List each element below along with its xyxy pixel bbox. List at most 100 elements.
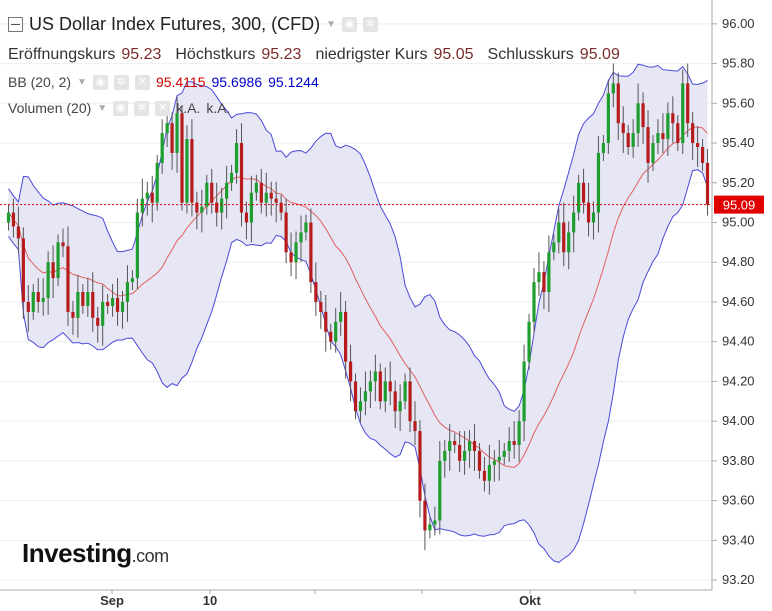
candle-body [477, 450, 482, 471]
y-tick-label: 95.00 [722, 214, 755, 229]
candle-body [522, 361, 526, 422]
collapse-icon[interactable] [8, 17, 23, 32]
bb-label: BB (20, 2) [8, 74, 72, 90]
candle-body [220, 198, 224, 213]
close-label: Schlusskurs [487, 46, 574, 63]
volume-legend: Volumen (20) ▼ ◉ ✲ ✕ k.A. k.A. [8, 100, 230, 116]
y-tick-label: 93.80 [722, 453, 755, 468]
x-tick-label: Sep [100, 593, 124, 608]
y-tick-label: 93.60 [722, 493, 755, 508]
y-tick-label: 93.20 [722, 572, 755, 587]
candle-body [6, 212, 11, 223]
candle-body [234, 143, 239, 173]
eye-icon[interactable]: ◉ [113, 100, 129, 116]
bollinger-band-fill [8, 64, 708, 563]
y-tick-label: 93.40 [722, 532, 755, 547]
candle-body [16, 226, 20, 239]
candle-body [562, 222, 566, 253]
candle-body [180, 113, 184, 203]
candle-body [497, 456, 501, 461]
candle-body [646, 127, 650, 163]
candle-body [428, 524, 432, 531]
candle-body [398, 401, 402, 412]
ohlc-legend: Eröffnungskurs 95.23 Höchstkurs 95.23 nied… [8, 46, 628, 64]
bb-upper-value: 95.6986 [211, 74, 263, 90]
open-label: Eröffnungskurs [8, 46, 116, 63]
candle-body [393, 391, 397, 412]
candle-body [621, 123, 625, 134]
candle-body [686, 83, 690, 124]
candle-body [175, 113, 179, 153]
candle-body [577, 182, 581, 213]
candle-body [467, 441, 472, 451]
candle-body [462, 450, 467, 461]
candle-body [705, 162, 710, 205]
candle-body [125, 282, 130, 302]
eye-icon[interactable]: ◉ [92, 74, 108, 90]
candle-body [140, 198, 144, 213]
candle-body [259, 182, 263, 203]
candle-body [606, 93, 610, 144]
gear-icon[interactable]: ✲ [363, 17, 378, 32]
candle-body [344, 311, 348, 362]
candle-body [666, 113, 670, 140]
candle-body [691, 123, 695, 144]
candle-body [383, 381, 387, 402]
candle-body [651, 143, 655, 163]
candle-body [289, 252, 293, 263]
candle-body [254, 182, 258, 193]
candle-body [66, 246, 70, 312]
candle-body [249, 192, 254, 223]
candle-body [299, 232, 303, 243]
gear-icon[interactable]: ✲ [134, 100, 150, 116]
candle-body [244, 212, 249, 223]
candle-body [41, 297, 45, 302]
chevron-down-icon[interactable]: ▼ [97, 102, 108, 114]
candle-body [472, 441, 477, 451]
candle-body [26, 301, 30, 312]
candle-body [696, 143, 700, 148]
candle-body [512, 441, 516, 445]
candle-body [185, 139, 189, 203]
candle-body [155, 162, 159, 203]
close-icon[interactable]: ✕ [134, 74, 150, 90]
chart-title: US Dollar Index Futures, 300, (CFD) [29, 14, 321, 34]
close-value: 95.09 [579, 46, 620, 63]
candle-body [453, 441, 457, 445]
y-axis-ticks: 96.00 95.80 95.60 95.40 95.20 95.00 94.80 94.60… [712, 16, 755, 587]
volume-value-1: k.A. [176, 100, 201, 116]
candle-body [363, 391, 368, 402]
last-price-tag: 95.09 [714, 195, 764, 214]
candle-body [279, 202, 283, 213]
low-value: 95.05 [433, 46, 474, 63]
y-tick-label: 95.20 [722, 175, 755, 190]
candle-body [403, 381, 407, 402]
candle-body [195, 202, 199, 213]
gear-icon[interactable]: ✲ [113, 74, 129, 90]
bollinger-legend: BB (20, 2) ▼ ◉ ✲ ✕ 95.4115 95.6986 95.12… [8, 74, 319, 90]
candle-body [413, 421, 417, 432]
candle-body [51, 262, 55, 279]
candle-body [532, 282, 536, 322]
candle-body [641, 103, 645, 128]
candle-body [264, 192, 268, 203]
eye-icon[interactable]: ◉ [342, 17, 357, 32]
candle-body [110, 297, 115, 306]
chevron-down-icon[interactable]: ▼ [77, 76, 87, 88]
close-icon[interactable]: ✕ [155, 100, 171, 116]
volume-value-2: k.A. [206, 100, 231, 116]
y-tick-label: 95.40 [722, 135, 755, 150]
y-tick-label: 96.00 [722, 16, 755, 31]
candle-body [671, 113, 675, 124]
candle-body [314, 282, 318, 302]
candle-body [339, 311, 343, 322]
candle-body [150, 192, 154, 203]
chevron-down-icon[interactable]: ▼ [326, 19, 336, 30]
y-tick-label: 94.80 [722, 254, 755, 269]
candle-body [611, 83, 615, 94]
candle-body [487, 464, 491, 481]
candle-body [319, 301, 323, 312]
investing-logo: Investing.com [22, 538, 169, 568]
open-value: 95.23 [121, 46, 162, 63]
